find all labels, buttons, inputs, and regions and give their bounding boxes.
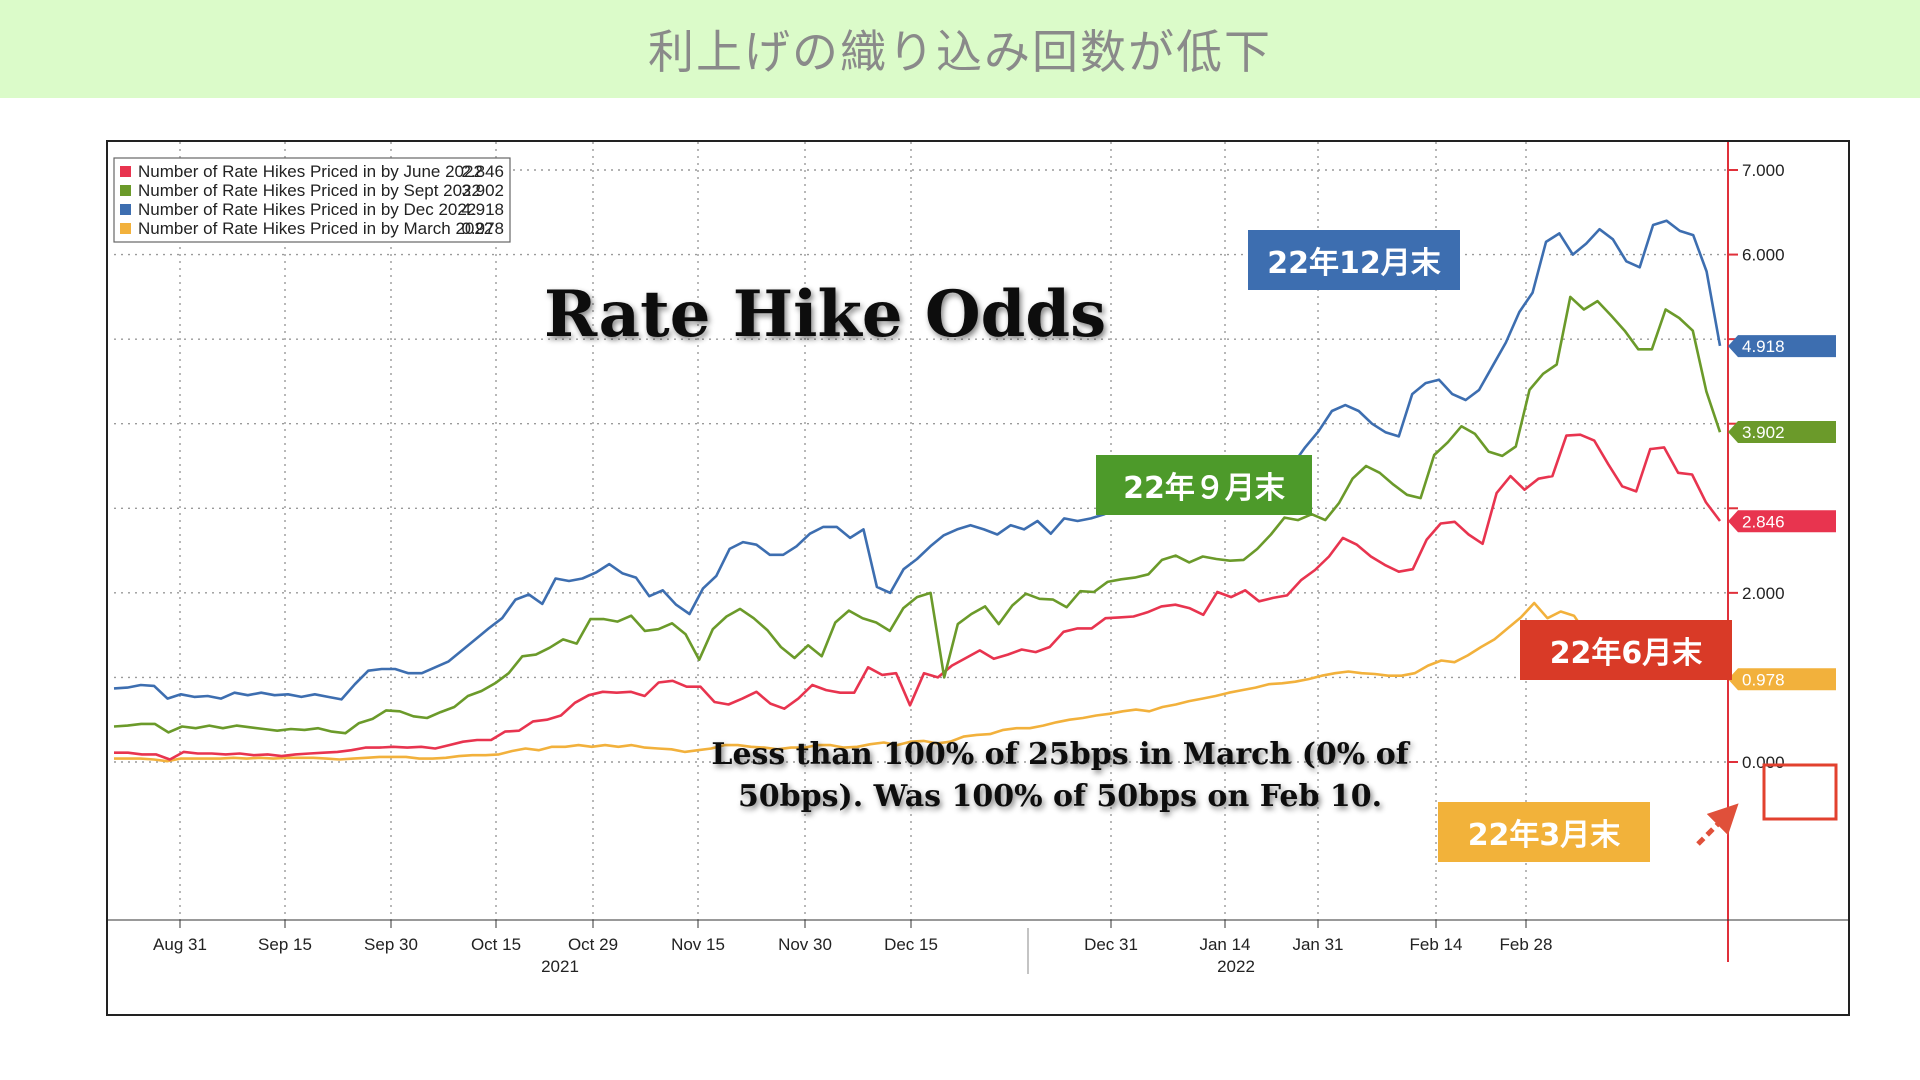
end-label-text: 4.918 [1742,337,1785,356]
legend-value: 2.846 [461,162,504,181]
annotation-line-1: Less than 100% of 25bps in March (0% of [711,737,1410,772]
annotation: Less than 100% of 25bps in March (0% of … [711,737,1410,814]
callout-sept: 22年９月末 [1096,455,1312,515]
callout-dec: 22年12月末 [1248,230,1460,290]
callout-dec-label: 22年12月末 [1267,246,1441,281]
end-label-bg [1728,510,1836,533]
end-label-bg [1728,668,1836,691]
legend-label: Number of Rate Hikes Priced in by Dec 20… [138,200,476,219]
y-tick-label: 6.000 [1742,246,1785,265]
x-tick-label: Feb 14 [1410,935,1463,954]
year-label: 2021 [541,957,579,976]
series-line [113,219,1722,701]
end-label-text: 3.902 [1742,423,1785,442]
end-value-label: 0.978 [1728,668,1836,691]
highlight-arrow [1696,803,1739,846]
callout-june-label: 22年6月末 [1549,636,1703,671]
series-lines [113,219,1722,763]
x-tick-label: Aug 31 [153,935,207,954]
y-tick-label: 0.000 [1742,753,1785,772]
x-axis-ticks: Aug 31 Sep 15 Sep 30 Oct 15 Oct 29 Nov 15 Nov … [153,920,1552,976]
legend-label: Number of Rate Hikes Priced in by March … [138,219,493,238]
end-value-label: 2.846 [1728,510,1836,533]
end-value-labels: 2.846 3.902 4.918 0.978 [1728,335,1836,691]
series-line [114,433,1722,761]
callout-march-label: 22年3月末 [1467,818,1621,853]
legend-value: 4.918 [461,200,504,219]
title-banner: 利上げの織り込み回数が低下 [0,0,1920,98]
x-tick-label: Nov 15 [671,935,725,954]
banner-title: 利上げの織り込み回数が低下 [648,25,1272,79]
series-line [113,295,1722,735]
y-tick-label: 7.000 [1742,161,1785,180]
rate-hike-chart: 7.000 6.000 2.000 0.000 Aug 31 Sep 15 Sep 30 O… [108,142,1848,976]
series-line [114,601,1721,763]
highlight-box [1762,763,1838,821]
legend-swatch [120,185,131,196]
callout-march: 22年3月末 [1438,802,1650,862]
y-tick-label: 2.000 [1742,584,1785,603]
x-tick-label: Oct 15 [471,935,521,954]
legend: Number of Rate Hikes Priced in by June 2… [113,157,511,243]
x-tick-label: Oct 29 [568,935,618,954]
x-tick-label: Jan 14 [1199,935,1250,954]
x-tick-label: Jan 31 [1292,935,1343,954]
callout-june: 22年6月末 [1520,620,1732,680]
legend-label: Number of Rate Hikes Priced in by Sept 2… [138,181,481,200]
callout-sept-label: 22年９月末 [1123,471,1285,506]
legend-value: 3.902 [461,181,504,200]
end-label-text: 0.978 [1742,670,1785,689]
end-value-label: 3.902 [1728,421,1836,444]
year-label: 2022 [1217,957,1255,976]
legend-value: 0.978 [461,219,504,238]
end-value-label: 4.918 [1728,335,1836,358]
legend-swatch [120,166,131,177]
legend-swatch [120,204,131,215]
legend-swatch [120,223,131,234]
x-tick-label: Sep 15 [258,935,312,954]
annotation-line-2: 50bps). Was 100% of 50bps on Feb 10. [738,779,1382,814]
x-tick-label: Dec 31 [1084,935,1138,954]
chart-title: Rate Hike Odds [544,277,1106,352]
end-label-bg [1728,421,1836,444]
end-label-bg [1728,335,1836,358]
x-tick-label: Sep 30 [364,935,418,954]
x-tick-label: Dec 15 [884,935,938,954]
end-label-text: 2.846 [1742,512,1785,531]
legend-label: Number of Rate Hikes Priced in by June 2… [138,162,483,181]
x-tick-label: Feb 28 [1500,935,1553,954]
chart-frame: 7.000 6.000 2.000 0.000 Aug 31 Sep 15 Sep 30 O… [106,140,1850,1016]
x-tick-label: Nov 30 [778,935,832,954]
